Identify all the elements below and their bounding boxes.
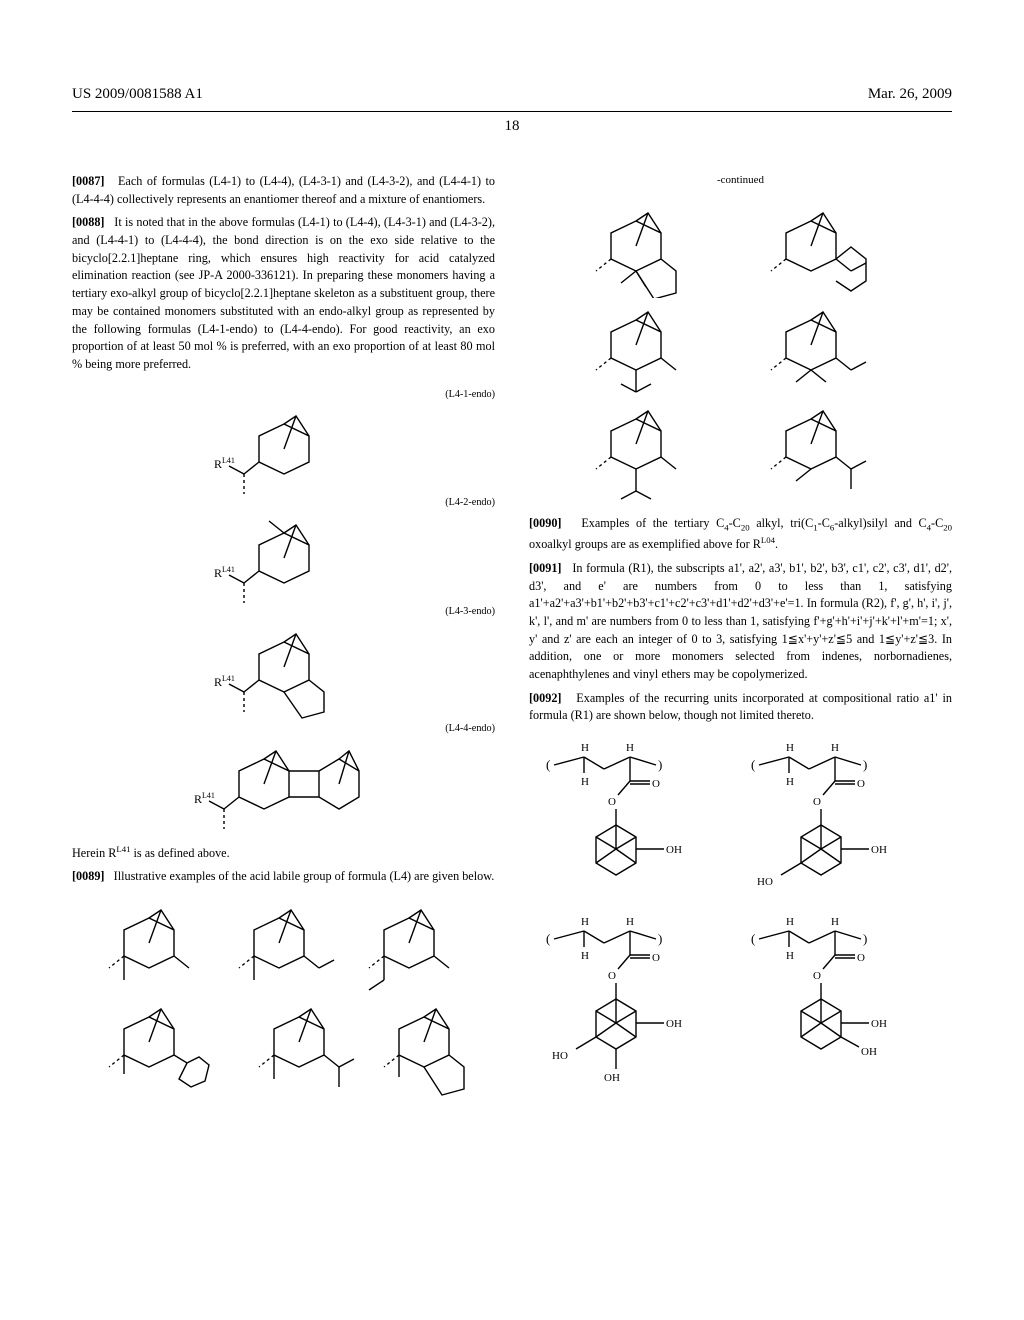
continued-label: -continued [529,173,952,189]
svg-text:O: O [813,970,821,982]
polymer-structures: H H ( ) H O O [529,739,952,1088]
svg-text:H: H [786,950,794,962]
svg-text:H: H [786,742,794,754]
svg-text:OH: OH [666,1018,682,1030]
fig-label: (L4-4-endo) [72,722,495,737]
fig-label: (L4-2-endo) [72,496,495,511]
header: US 2009/0081588 A1 Mar. 26, 2009 [72,86,952,103]
header-right: Mar. 26, 2009 [868,86,952,103]
svg-text:H: H [786,916,794,928]
right-column: -continued [529,173,952,1113]
svg-text:): ) [658,757,662,772]
cont-row3 [541,401,941,501]
svg-text:(: ( [751,931,755,946]
svg-text:H: H [581,742,589,754]
para-text: In formula (R1), the subscripts a1', a2'… [529,561,952,681]
svg-text:H: H [626,742,634,754]
svg-text:H: H [581,916,589,928]
svg-text:O: O [857,778,865,790]
svg-text:O: O [608,970,616,982]
svg-text:): ) [863,757,867,772]
svg-text:H: H [786,776,794,788]
cont-row1 [541,203,941,298]
para-90: [0090] Examples of the tertiary C4-C20 a… [529,515,952,554]
cont-row2 [541,302,941,397]
para-92: [0092] Examples of the recurring units i… [529,690,952,725]
svg-text:(: ( [751,757,755,772]
para-89: [0089] Illustrative examples of the acid… [72,868,495,886]
continued-structures [529,203,952,501]
para-87: [0087] Each of formulas (L4-1) to (L4-4)… [72,173,495,208]
structure-l4-2-endo: RL41 [174,513,394,605]
para-text: Each of formulas (L4-1) to (L4-4), (L4-3… [72,174,495,206]
para-num: [0092] [529,691,562,705]
herein-text: Herein RL41 is as defined above. [72,843,495,863]
fig-label: (L4-3-endo) [72,605,495,620]
svg-text:H: H [831,742,839,754]
header-left: US 2009/0081588 A1 [72,86,203,103]
para-num: [0087] [72,174,105,188]
svg-text:OH: OH [604,1072,620,1084]
para-num: [0089] [72,869,105,883]
para-91: [0091] In formula (R1), the subscripts a… [529,560,952,684]
para-num: [0091] [529,561,562,575]
svg-text:(: ( [546,931,550,946]
svg-text:RL41: RL41 [194,791,215,806]
page-container: US 2009/0081588 A1 Mar. 26, 2009 18 [008… [0,0,1024,1153]
svg-text:OH: OH [871,844,887,856]
svg-text:HO: HO [552,1050,568,1062]
l4-row1 [84,900,484,995]
l4-examples-left [72,900,495,1099]
endo-structures: (L4-1-endo) RL41 (L4-2-endo) [72,388,495,829]
svg-text:RL41: RL41 [214,674,235,689]
left-column: [0087] Each of formulas (L4-1) to (L4-4)… [72,173,495,1113]
para-text: Illustrative examples of the acid labile… [114,869,495,883]
l4-row2 [84,999,484,1099]
svg-text:(: ( [546,757,550,772]
svg-text:O: O [813,796,821,808]
svg-text:O: O [652,778,660,790]
two-column-layout: [0087] Each of formulas (L4-1) to (L4-4)… [72,173,952,1113]
para-num: [0088] [72,215,105,229]
para-num: [0090] [529,516,562,530]
fig-label: (L4-1-endo) [72,388,495,403]
svg-text:OH: OH [871,1018,887,1030]
svg-text:): ) [658,931,662,946]
svg-text:RL41: RL41 [214,565,235,580]
svg-text:H: H [831,916,839,928]
svg-text:): ) [863,931,867,946]
para-88: [0088] It is noted that in the above for… [72,214,495,373]
page-number: 18 [72,118,952,135]
svg-text:HO: HO [757,876,773,888]
structure-l4-1-endo: RL41 [174,404,394,496]
svg-text:H: H [581,776,589,788]
svg-text:O: O [857,952,865,964]
svg-text:H: H [626,916,634,928]
structure-l4-4-endo: RL41 [154,739,414,829]
svg-text:O: O [652,952,660,964]
para-text: It is noted that in the above formulas (… [72,215,495,371]
para-text: Examples of the recurring units incorpor… [529,691,952,723]
svg-text:OH: OH [861,1046,877,1058]
polymer-row1: H H ( ) H O O [536,739,946,909]
header-rule [72,111,952,112]
svg-text:O: O [608,796,616,808]
polymer-row2: H H ( ) H O O [536,913,946,1088]
r-sup: L41 [116,844,130,854]
svg-text:RL41: RL41 [214,456,235,471]
structure-l4-3-endo: RL41 [174,622,394,722]
svg-text:H: H [581,950,589,962]
svg-text:OH: OH [666,844,682,856]
